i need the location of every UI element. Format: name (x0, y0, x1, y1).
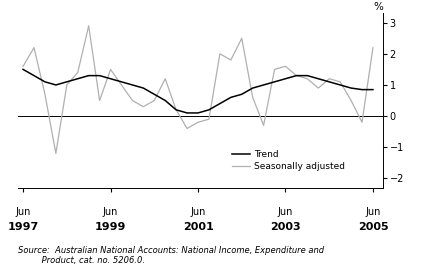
Legend: Trend, Seasonally adjusted: Trend, Seasonally adjusted (228, 146, 349, 174)
Text: 2003: 2003 (270, 222, 301, 232)
Text: Jun: Jun (278, 207, 293, 217)
Text: 2005: 2005 (358, 222, 388, 232)
Text: Source:  Australian National Accounts: National Income, Expenditure and
        : Source: Australian National Accounts: Na… (18, 246, 324, 265)
Text: Jun: Jun (365, 207, 381, 217)
Text: Jun: Jun (103, 207, 118, 217)
Text: 2001: 2001 (183, 222, 213, 232)
Text: 1997: 1997 (7, 222, 39, 232)
Text: Jun: Jun (15, 207, 31, 217)
Text: %: % (373, 2, 383, 12)
Text: 1999: 1999 (95, 222, 126, 232)
Text: Jun: Jun (191, 207, 206, 217)
